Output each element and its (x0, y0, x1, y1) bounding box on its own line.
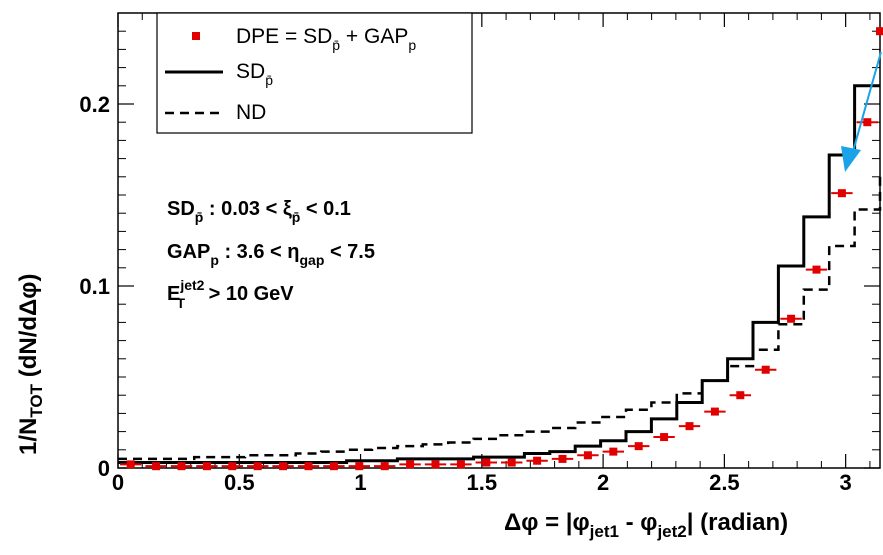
sd-histogram (118, 84, 880, 465)
legend: DPE = SDp̄ + GAPp SDp̄ ND (156, 12, 473, 134)
nd-histogram (118, 176, 882, 461)
dpe-point (456, 460, 465, 469)
dpe-point (837, 189, 846, 198)
legend-dpe-marker (192, 32, 200, 40)
x-axis-label: Δφ = |φjet1 - φjet2| (radian) (504, 509, 788, 541)
x-tick-label: 2 (597, 470, 609, 495)
x-tick-label: 2.5 (709, 470, 740, 495)
dpe-point (863, 118, 872, 127)
arrow-shaft (851, 51, 882, 156)
dpe-point (558, 454, 567, 463)
dpe-point (761, 365, 770, 374)
dpe-point (152, 462, 161, 471)
x-tick-label: 3 (840, 470, 852, 495)
dpe-point (609, 447, 618, 456)
plot-frame (117, 12, 881, 469)
dpe-point (329, 462, 338, 471)
dpe-point (406, 460, 415, 469)
dpe-point (710, 407, 719, 416)
dpe-point (685, 422, 694, 431)
dpe-point (279, 462, 288, 471)
y-axis-label: 1/NTOT (dN/dΔφ) (15, 274, 46, 455)
dpe-point (812, 265, 821, 274)
dpe-point (177, 462, 186, 471)
legend-sd-label: SDp̄ (236, 60, 273, 88)
y-tick-label: 0.2 (79, 92, 110, 117)
dpe-point (660, 433, 669, 442)
dpe-point (431, 460, 440, 469)
x-tick-label: 0 (112, 470, 124, 495)
annotation-sd-xi: SDp̄ : 0.03 < ξp̄ < 0.1 (167, 198, 351, 225)
dpe-point (634, 442, 643, 451)
legend-dpe-label: DPE = SDp̄ + GAPp (236, 25, 416, 53)
highlight-arrow (841, 51, 882, 172)
dpe-point (583, 451, 592, 460)
legend-nd-label: ND (236, 101, 266, 124)
histogram-lines (118, 84, 882, 465)
dpe-point (228, 462, 237, 471)
dpe-point (380, 462, 389, 471)
dpe-point (253, 462, 262, 471)
annotation-et-cut: Ejet2 T > 10 GeV (167, 277, 294, 311)
x-tick-label: 1.5 (467, 470, 498, 495)
dpe-point (736, 391, 745, 400)
dpe-point (787, 314, 796, 323)
y-tick-label: 0.1 (79, 274, 110, 299)
x-tick-label: 1 (354, 470, 366, 495)
dpe-point (355, 462, 364, 471)
y-tick-label: 0 (98, 456, 110, 481)
dpe-point (304, 462, 313, 471)
x-tick-label: 0.5 (224, 470, 255, 495)
dpe-point (202, 462, 211, 471)
arrow-head (841, 146, 861, 172)
dpe-markers (120, 27, 883, 471)
dpe-point (126, 460, 135, 469)
dpe-point (533, 456, 542, 465)
annotation-gap-eta: GAPp : 3.6 < ηgap < 7.5 (167, 241, 375, 268)
dpe-point (507, 458, 516, 467)
dpe-point (482, 458, 491, 467)
dpe-point (876, 27, 883, 36)
